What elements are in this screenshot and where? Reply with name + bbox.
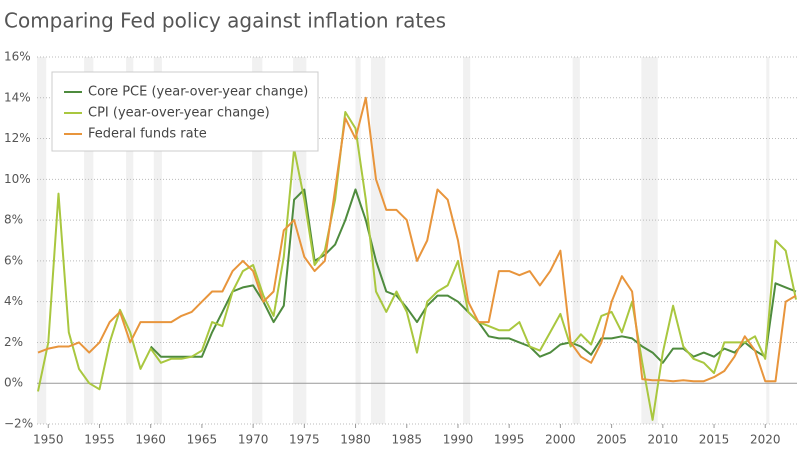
recession-band <box>126 57 134 424</box>
x-tick-label: 1975 <box>289 433 320 447</box>
x-tick-label: 1990 <box>443 433 474 447</box>
y-tick-label: 12% <box>4 131 31 145</box>
x-tick-label: 1965 <box>187 433 218 447</box>
series-line <box>37 111 797 421</box>
y-tick-label: 0% <box>4 376 23 390</box>
recession-band <box>84 57 94 424</box>
recession-band <box>641 57 658 424</box>
chart-title: Comparing Fed policy against inflation r… <box>4 9 446 33</box>
recession-band <box>370 57 386 424</box>
legend-label: CPI (year-over-year change) <box>88 106 270 121</box>
x-tick-label: 1980 <box>340 433 371 447</box>
x-tick-label: 1955 <box>84 433 115 447</box>
legend-label: Core PCE (year-over-year change) <box>88 85 308 100</box>
y-tick-label: 4% <box>4 294 23 308</box>
recession-band <box>766 57 770 424</box>
x-tick-label: 2010 <box>648 433 679 447</box>
recession-band <box>355 57 361 424</box>
x-tick-label: 2020 <box>750 433 781 447</box>
y-tick-label: 2% <box>4 335 23 349</box>
x-tick-label: 1985 <box>391 433 422 447</box>
x-tick-label: 2000 <box>545 433 576 447</box>
recession-band <box>572 57 580 424</box>
series-line <box>37 96 797 383</box>
recession-band <box>252 57 263 424</box>
legend-box <box>51 71 319 152</box>
y-tick-label: 6% <box>4 253 23 267</box>
y-tick-label: 16% <box>4 50 31 64</box>
recession-band <box>37 57 47 424</box>
x-tick-label: 2005 <box>596 433 627 447</box>
recession-band <box>463 57 471 424</box>
y-tick-label: 14% <box>4 90 31 104</box>
x-tick-label: 2015 <box>699 433 730 447</box>
x-tick-label: 1950 <box>33 433 64 447</box>
legend-label: Federal funds rate <box>88 127 207 142</box>
y-tick-label: 10% <box>4 172 31 186</box>
y-tick-label: 8% <box>4 213 23 227</box>
y-tick-label: −2% <box>4 417 33 431</box>
recession-band <box>153 57 162 424</box>
x-tick-label: 1995 <box>494 433 525 447</box>
series-line <box>149 188 797 364</box>
x-tick-label: 1960 <box>135 433 166 447</box>
x-tick-label: 1970 <box>238 433 269 447</box>
